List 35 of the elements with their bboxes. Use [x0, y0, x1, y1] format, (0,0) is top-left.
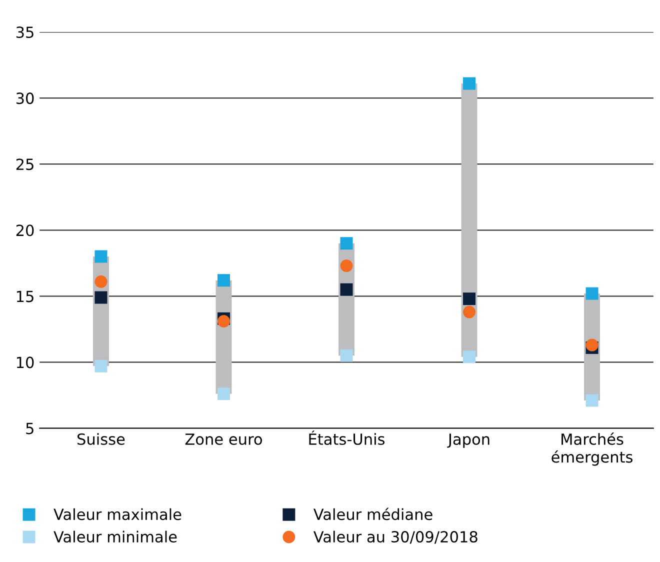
point [340, 260, 353, 272]
point [463, 77, 476, 90]
y-tick-label: 30 [16, 92, 34, 104]
point [340, 237, 353, 250]
point [94, 250, 108, 263]
x-tick-label: Suisse [78, 433, 125, 445]
point [586, 394, 598, 407]
y-tick-label: 10 [16, 356, 34, 368]
point [340, 349, 353, 362]
point [586, 287, 598, 300]
point [463, 292, 476, 306]
point [94, 275, 108, 288]
legend-label: Valeur minimale [54, 530, 177, 543]
legend-label: Valeur maximale [54, 508, 182, 520]
y-tick-label: 15 [16, 290, 34, 302]
x-tick-label: États-Unis [309, 430, 385, 445]
x-tick-label: Japon [447, 434, 490, 448]
y-tick-label: 20 [16, 224, 34, 236]
point [217, 388, 230, 400]
point [463, 306, 476, 318]
x-tick-label: Marchés émergents [552, 432, 632, 466]
point [217, 315, 230, 328]
point [94, 291, 108, 304]
point [463, 350, 476, 364]
bar [461, 84, 478, 357]
point [586, 338, 598, 352]
y-tick-label: 5 [26, 422, 34, 434]
y-tick-label: 35 [16, 26, 34, 38]
point [340, 283, 353, 296]
y-tick-label: 25 [16, 158, 34, 170]
legend-label: Valeur médiane [313, 508, 432, 520]
point [94, 360, 108, 372]
point [217, 274, 230, 287]
legend-label: Valeur au 30/09/2018 [313, 530, 478, 544]
x-tick-label: Zone euro [185, 434, 262, 445]
